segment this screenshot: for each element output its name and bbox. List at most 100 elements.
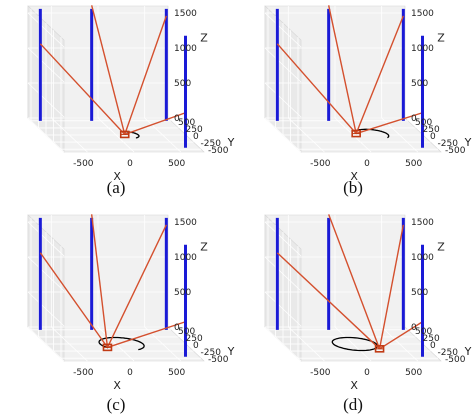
- cable-4: [124, 112, 186, 136]
- x-tick-label: -500: [73, 368, 94, 378]
- z-tick-label: 1500: [411, 218, 434, 228]
- cable-2: [327, 5, 357, 134]
- grid-line: [264, 221, 302, 257]
- x-tick-label: 500: [168, 368, 185, 378]
- x-axis-label: X: [350, 170, 358, 183]
- grid-line: [27, 82, 65, 118]
- z-tick-label: 0: [174, 114, 180, 124]
- cable-4: [107, 321, 186, 349]
- grid-line: [27, 256, 65, 292]
- y-tick-label: 250: [423, 334, 440, 344]
- y-tick-label: -500: [445, 146, 466, 156]
- grid-line: [264, 12, 302, 48]
- y-tick-label: 250: [423, 125, 440, 135]
- z-tick-label: 500: [174, 79, 191, 89]
- z-tick-label: 500: [174, 288, 191, 298]
- plot-panel-a: -500 0 500 500 250 0 -250 -500 0 500 1000 1500 X Y Z (…: [0, 0, 237, 209]
- caption-b: (b): [343, 178, 363, 197]
- x-axis-label: X: [113, 170, 121, 183]
- x-tick-label: 500: [405, 159, 422, 169]
- cable-1: [39, 43, 126, 135]
- cable-4: [355, 112, 423, 135]
- z-axis-label: Z: [200, 32, 208, 45]
- cable-1: [276, 252, 381, 350]
- z-axis-label: Z: [437, 32, 445, 45]
- y-tick-label: -250: [201, 348, 222, 358]
- grid-line: [27, 291, 65, 327]
- x-tick-label: -500: [73, 159, 94, 169]
- z-tick-label: 500: [411, 288, 428, 298]
- grid-line: [264, 326, 302, 362]
- y-tick-label: 0: [193, 132, 199, 142]
- z-tick-label: 1500: [411, 9, 434, 19]
- y-tick-label: -250: [438, 139, 459, 149]
- grid-line: [27, 47, 65, 83]
- cable-3: [124, 15, 167, 135]
- z-axis-label: Z: [437, 241, 445, 254]
- x-tick-label: 0: [364, 159, 370, 169]
- grid-line: [27, 117, 65, 153]
- z-tick-label: 1000: [174, 44, 197, 54]
- y-tick-label: 0: [430, 132, 436, 142]
- plot-panel-c: -500 0 500 500 250 0 -250 -500 0 500 1000 1500 X Y Z (…: [0, 209, 237, 418]
- z-tick-label: 1000: [411, 44, 434, 54]
- y-tick-label: 500: [178, 327, 195, 337]
- cable-3: [355, 15, 404, 134]
- x-tick-label: -500: [310, 368, 331, 378]
- plot-panel-d: -500 0 500 500 250 0 -250 -500 0 500 1000 1500 X Y Z (…: [237, 209, 474, 418]
- grid-line: [264, 82, 302, 118]
- caption-a: (a): [106, 178, 126, 197]
- y-tick-label: 250: [186, 334, 203, 344]
- y-axis-label: Y: [464, 136, 472, 149]
- z-tick-label: 1500: [174, 9, 197, 19]
- cable-1: [39, 252, 109, 348]
- x-tick-label: 0: [127, 159, 133, 169]
- y-axis-label: Y: [227, 136, 235, 149]
- cable-4: [379, 321, 423, 350]
- y-tick-label: -500: [445, 355, 466, 365]
- grid-line: [27, 326, 65, 362]
- z-tick-label: 1500: [174, 218, 197, 228]
- cable-3: [106, 224, 167, 348]
- cable-1: [276, 43, 357, 135]
- x-tick-label: 0: [127, 368, 133, 378]
- y-tick-label: -250: [438, 348, 459, 358]
- y-tick-label: -500: [208, 146, 229, 156]
- y-tick-label: 500: [178, 118, 195, 128]
- y-tick-label: 500: [415, 327, 432, 337]
- grid-line: [264, 256, 302, 292]
- caption-d: (d): [343, 395, 363, 414]
- grid-line: [264, 117, 302, 153]
- x-tick-label: 0: [364, 368, 370, 378]
- trajectory-curve: [98, 336, 145, 351]
- z-axis-label: Z: [200, 241, 208, 254]
- x-axis-label: X: [113, 379, 121, 392]
- y-tick-label: 250: [186, 125, 203, 135]
- x-tick-label: 500: [405, 368, 422, 378]
- cable-2: [90, 5, 126, 135]
- grid-line: [27, 12, 65, 48]
- cable-3: [378, 224, 405, 349]
- x-tick-label: 500: [168, 159, 185, 169]
- z-tick-label: 0: [174, 323, 180, 333]
- caption-c: (c): [106, 395, 126, 414]
- x-axis-label: X: [350, 379, 358, 392]
- y-tick-label: 0: [430, 341, 436, 351]
- y-axis-label: Y: [464, 345, 472, 358]
- z-tick-label: 500: [411, 79, 428, 89]
- grid-line: [264, 291, 302, 327]
- y-tick-label: -250: [201, 139, 222, 149]
- z-tick-label: 0: [411, 114, 417, 124]
- z-tick-label: 1000: [174, 253, 197, 263]
- z-tick-label: 0: [411, 323, 417, 333]
- grid-line: [27, 221, 65, 257]
- y-tick-label: 500: [415, 118, 432, 128]
- plot-panel-b: -500 0 500 500 250 0 -250 -500 0 500 1000 1500 X Y Z (…: [237, 0, 474, 209]
- y-tick-label: -500: [208, 355, 229, 365]
- cable-2: [328, 214, 381, 350]
- y-tick-label: 0: [193, 341, 199, 351]
- x-tick-label: -500: [310, 159, 331, 169]
